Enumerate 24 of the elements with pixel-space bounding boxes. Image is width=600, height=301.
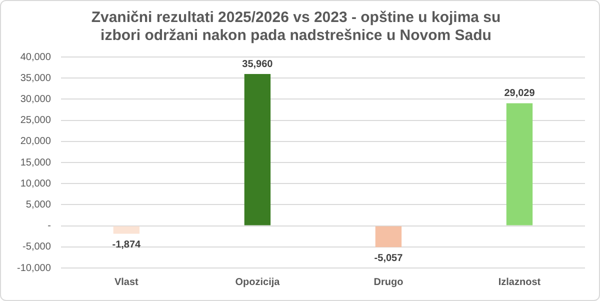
data-label: -5,057 bbox=[374, 252, 404, 264]
y-tick-label: 25,000 bbox=[20, 115, 52, 126]
y-tick-label: - bbox=[48, 220, 51, 232]
data-label: 35,960 bbox=[242, 58, 274, 70]
x-tick-label: Izlaznost bbox=[498, 276, 542, 288]
y-tick-label: 30,000 bbox=[20, 94, 52, 105]
x-tick-label: Opozicija bbox=[235, 276, 280, 288]
x-tick-label: Drugo bbox=[374, 276, 404, 288]
y-tick-label: -5,000 bbox=[22, 242, 52, 253]
bar bbox=[375, 226, 402, 248]
y-tick-label: 5,000 bbox=[26, 199, 52, 210]
bar bbox=[244, 74, 271, 226]
y-tick-label: 20,000 bbox=[20, 136, 52, 148]
chart-title: Zvanični rezultati 2025/2026 vs 2023 - opštine u kojima su izbori održani nakon pada nadstrešnice u Novom Sadu bbox=[91, 9, 501, 44]
y-tick-label: 40,000 bbox=[20, 52, 52, 63]
x-tick-label: Vlast bbox=[114, 276, 140, 288]
y-tick-label: 15,000 bbox=[20, 157, 52, 168]
bar bbox=[113, 226, 140, 234]
data-label: -1,874 bbox=[112, 239, 142, 250]
data-label: 29,029 bbox=[504, 88, 536, 100]
y-tick-label: -10,000 bbox=[16, 262, 52, 274]
y-tick-label: 35,000 bbox=[20, 72, 52, 84]
y-tick-label: 10,000 bbox=[20, 178, 52, 190]
bar bbox=[506, 103, 533, 226]
